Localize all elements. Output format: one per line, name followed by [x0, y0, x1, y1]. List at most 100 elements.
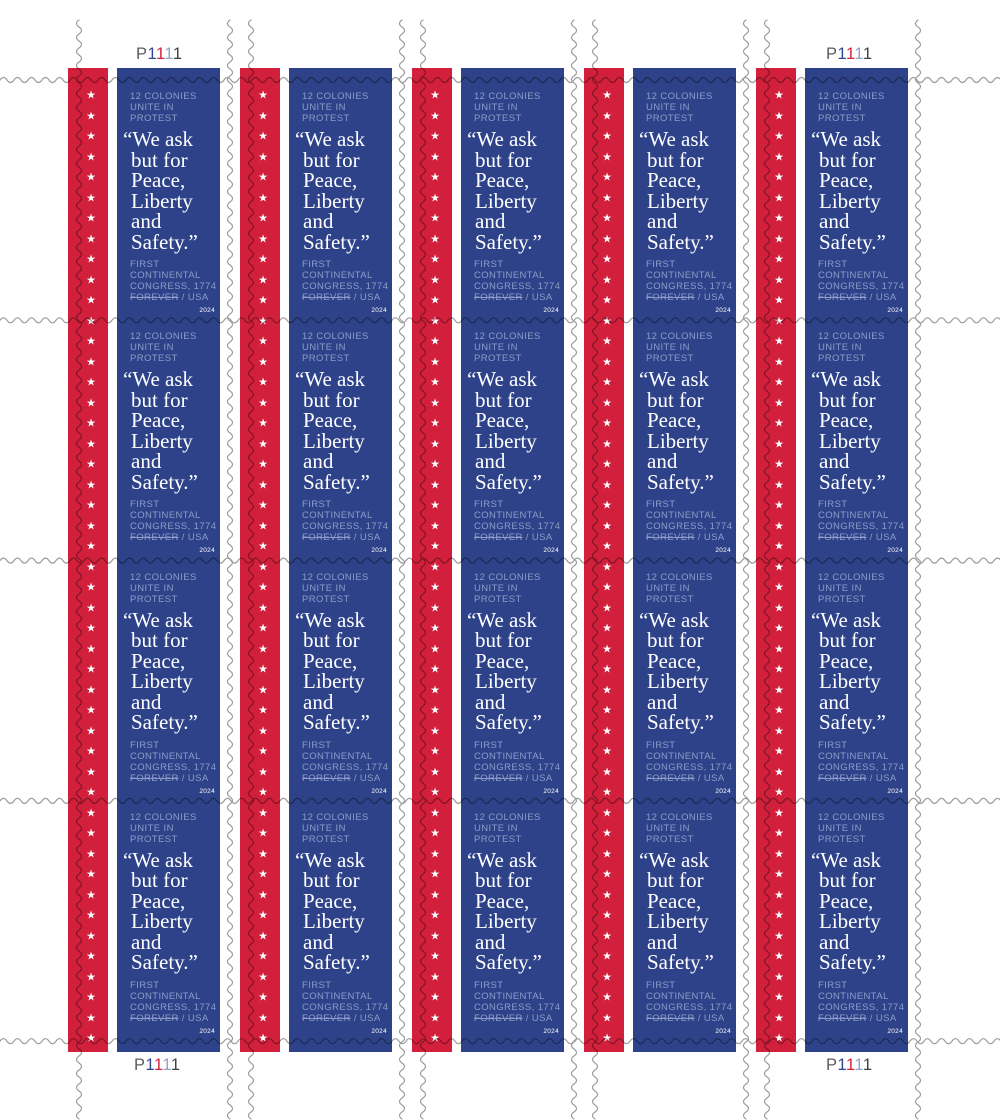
quote-line: Liberty	[131, 909, 193, 934]
star-icon: ★	[602, 478, 612, 491]
star-icon: ★	[258, 601, 268, 614]
quote-line: and	[819, 449, 850, 474]
stamp-year: 2024	[543, 1027, 559, 1035]
plate-digit: 1	[837, 1056, 846, 1074]
header-line: UNITE IN	[818, 822, 862, 834]
star-icon: ★	[430, 580, 440, 594]
star-icon: ★	[258, 990, 268, 1004]
plate-digit: P	[134, 1056, 146, 1074]
usa-text: / USA	[694, 1012, 725, 1024]
star-icon: ★	[86, 252, 96, 266]
header-line: PROTEST	[474, 353, 522, 365]
star-icon: ★	[774, 580, 784, 594]
star-icon: ★	[774, 396, 784, 409]
header-line: UNITE IN	[474, 582, 518, 594]
quote-line: and	[819, 689, 850, 714]
stamp: 12 COLONIES UNITE IN PROTEST “We ask but…	[805, 80, 908, 320]
quote-line: and	[647, 449, 678, 474]
star-icon: ★	[430, 88, 440, 102]
denomination-line: FOREVER / USA	[130, 773, 218, 784]
forever-text: FOREVER	[474, 292, 523, 303]
forever-text: FOREVER	[646, 772, 695, 784]
header-line: UNITE IN	[130, 102, 174, 113]
star-icon: ★	[430, 826, 440, 840]
footer-line: FIRST	[130, 979, 160, 991]
star-icon: ★	[602, 519, 612, 532]
star-icon: ★	[774, 314, 784, 327]
quote-line: but for	[303, 387, 360, 412]
star-icon: ★	[774, 334, 784, 348]
quote-line: but for	[131, 147, 188, 172]
star-icon: ★	[258, 1011, 268, 1024]
star-icon: ★	[430, 703, 440, 717]
stamp-year: 2024	[715, 787, 731, 795]
stamp-year: 2024	[199, 1027, 215, 1035]
header-line: 12 COLONIES	[474, 571, 541, 583]
star-icon: ★	[430, 970, 440, 983]
footer-line: CONGRESS, 1774	[646, 521, 733, 533]
star-icon: ★	[602, 375, 612, 389]
footer-line: FIRST	[474, 979, 504, 991]
plate-number-bottom-left: P1111	[134, 1056, 181, 1075]
quote-line: Safety.”	[647, 710, 714, 735]
stamp-quote: “We ask but for Peace, Liberty and Safet…	[295, 369, 391, 492]
footer-line: FIRST	[130, 739, 160, 751]
forever-text: FOREVER	[302, 1012, 351, 1024]
stamp: 12 COLONIES UNITE IN PROTEST “We ask but…	[633, 561, 736, 801]
quote-line: but for	[303, 628, 360, 653]
header-line: UNITE IN	[130, 342, 174, 354]
quote-line: but for	[131, 387, 188, 412]
quote-line: Safety.”	[647, 950, 714, 975]
star-icon: ★	[774, 1031, 784, 1045]
quote-line: Liberty	[303, 669, 365, 694]
quote-line: “We ask	[811, 847, 882, 872]
quote-line: Liberty	[819, 669, 881, 694]
header-line: PROTEST	[130, 833, 178, 845]
stamp: 12 COLONIES UNITE IN PROTEST “We ask but…	[461, 801, 564, 1041]
quote-line: but for	[819, 628, 876, 653]
star-icon: ★	[258, 416, 268, 430]
denomination-line: FOREVER / USA	[130, 292, 218, 303]
quote-line: Liberty	[131, 188, 193, 213]
quote-line: but for	[475, 868, 532, 893]
star-icon: ★	[86, 109, 96, 122]
header-line: PROTEST	[302, 113, 350, 124]
stamp-quote: “We ask but for Peace, Liberty and Safet…	[811, 369, 907, 492]
denomination-line: FOREVER / USA	[474, 292, 562, 303]
stamp-year: 2024	[371, 307, 387, 314]
usa-text: / USA	[866, 1012, 897, 1024]
quote-line: and	[819, 209, 850, 233]
header-line: PROTEST	[818, 593, 866, 605]
quote-line: “We ask	[639, 847, 710, 872]
stamp: 12 COLONIES UNITE IN PROTEST “We ask but…	[633, 80, 736, 320]
star-icon: ★	[430, 314, 440, 327]
footer-line: CONTINENTAL	[130, 270, 201, 281]
quote-line: and	[475, 449, 506, 474]
footer-line: CONTINENTAL	[646, 510, 717, 522]
stamp-footer: FIRST CONTINENTAL CONGRESS, 1774 FOREVER…	[130, 259, 218, 303]
forever-text: FOREVER	[130, 292, 179, 303]
star-icon: ★	[86, 642, 96, 655]
star-icon: ★	[430, 478, 440, 491]
star-icon: ★	[86, 949, 96, 963]
stamp-year: 2024	[543, 307, 559, 314]
footer-line: CONGRESS, 1774	[474, 281, 561, 292]
quote-line: “We ask	[295, 607, 366, 632]
quote-line: Peace,	[303, 888, 358, 913]
forever-text: FOREVER	[474, 1012, 523, 1024]
star-icon: ★	[430, 785, 440, 799]
quote-line: Liberty	[475, 428, 537, 453]
star-icon: ★	[430, 806, 440, 819]
stamp-quote: “We ask but for Peace, Liberty and Safet…	[295, 607, 391, 733]
star-icon: ★	[602, 908, 612, 922]
footer-line: CONGRESS, 1774	[646, 761, 733, 773]
quote-line: Peace,	[131, 888, 186, 913]
header-line: PROTEST	[818, 113, 866, 124]
denomination-line: FOREVER / USA	[818, 1013, 906, 1024]
header-line: 12 COLONIES	[646, 331, 713, 343]
star-icon: ★	[86, 806, 96, 819]
stamp-footer: FIRST CONTINENTAL CONGRESS, 1774 FOREVER…	[130, 499, 218, 543]
forever-text: FOREVER	[130, 1012, 179, 1024]
stamp-footer: FIRST CONTINENTAL CONGRESS, 1774 FOREVER…	[302, 259, 390, 303]
stamp-year: 2024	[715, 1027, 731, 1035]
